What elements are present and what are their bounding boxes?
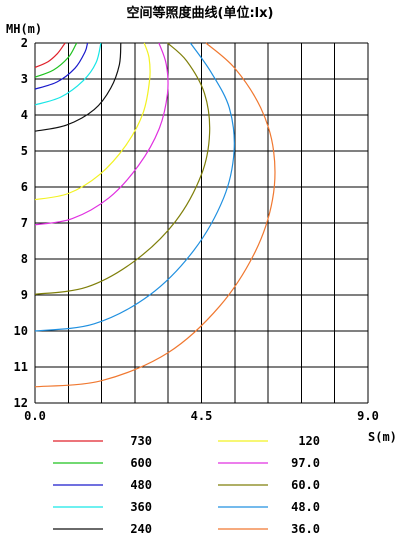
x-tick-label: 9.0 [357,409,379,423]
y-tick-label: 11 [14,360,28,374]
legend-label: 730 [130,434,152,448]
y-tick-label: 6 [21,180,28,194]
isolux-curve-48.0 [34,42,235,332]
y-tick-label: 2 [21,36,28,50]
isolux-curve-240 [34,42,122,132]
y-tick-label: 7 [21,216,28,230]
legend-label: 240 [130,522,152,536]
legend-label: 48.0 [291,500,320,514]
y-tick-label: 8 [21,252,28,266]
x-axis-label: S(m) [368,430,397,444]
isolux-curve-730 [34,42,66,69]
chart-title: 空间等照度曲线(单位:lx) [127,5,274,21]
y-axis-label: MH(m) [6,22,42,36]
isolux-curve-360 [34,42,102,106]
x-tick-label: 0.0 [24,409,46,423]
legend-label: 600 [130,456,152,470]
y-tick-label: 9 [21,288,28,302]
legend-label: 360 [130,500,152,514]
legend-label: 120 [298,434,320,448]
legend: 730 600 480 360 240 120 97.0 60.0 48.0 36.0 [53,434,320,536]
isolux-curve-97.0 [34,42,169,226]
isolux-curve-600 [34,42,78,78]
legend-label: 480 [130,478,152,492]
isolux-curve-36.0 [34,42,276,388]
isolux-curve-60.0 [34,42,211,295]
isolux-curves [34,42,276,388]
legend-label: 97.0 [291,456,320,470]
grid [34,42,369,404]
y-tick-label: 10 [14,324,28,338]
y-tick-label: 12 [14,396,28,410]
y-tick-label: 3 [21,72,28,86]
legend-label: 36.0 [291,522,320,536]
y-tick-label: 4 [21,108,28,122]
x-tick-labels: 0.0 4.5 9.0 [24,409,379,423]
isolux-curve-120 [34,42,151,201]
y-tick-label: 5 [21,144,28,158]
y-tick-labels: 2 3 4 5 6 7 8 9 10 11 12 [14,36,28,410]
isolux-curve-480 [34,42,89,90]
x-tick-label: 4.5 [191,409,213,423]
legend-label: 60.0 [291,478,320,492]
